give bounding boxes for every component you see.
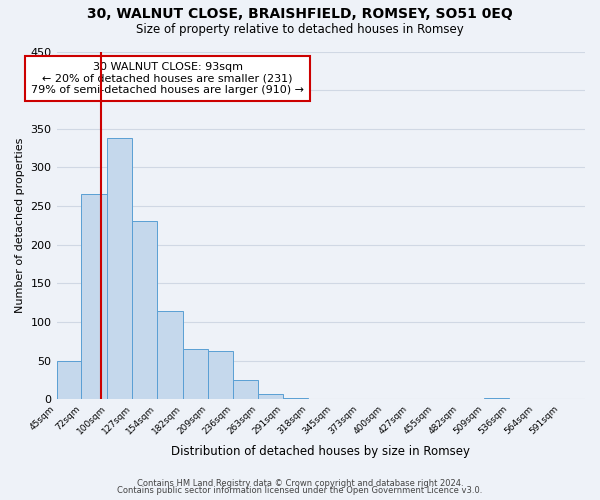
Text: 30, WALNUT CLOSE, BRAISHFIELD, ROMSEY, SO51 0EQ: 30, WALNUT CLOSE, BRAISHFIELD, ROMSEY, S… — [87, 8, 513, 22]
Bar — [208, 352, 233, 399]
Bar — [283, 398, 308, 399]
Bar — [233, 380, 257, 399]
Bar — [183, 349, 208, 399]
Bar — [484, 398, 509, 399]
Text: Contains HM Land Registry data © Crown copyright and database right 2024.: Contains HM Land Registry data © Crown c… — [137, 478, 463, 488]
Text: Size of property relative to detached houses in Romsey: Size of property relative to detached ho… — [136, 22, 464, 36]
Bar — [107, 138, 132, 399]
Bar — [132, 220, 157, 399]
Bar — [157, 311, 183, 399]
X-axis label: Distribution of detached houses by size in Romsey: Distribution of detached houses by size … — [171, 444, 470, 458]
Text: 30 WALNUT CLOSE: 93sqm
← 20% of detached houses are smaller (231)
79% of semi-de: 30 WALNUT CLOSE: 93sqm ← 20% of detached… — [31, 62, 304, 95]
Y-axis label: Number of detached properties: Number of detached properties — [15, 138, 25, 313]
Bar — [257, 394, 283, 399]
Bar — [82, 194, 107, 399]
Text: Contains public sector information licensed under the Open Government Licence v3: Contains public sector information licen… — [118, 486, 482, 495]
Bar — [56, 360, 82, 399]
